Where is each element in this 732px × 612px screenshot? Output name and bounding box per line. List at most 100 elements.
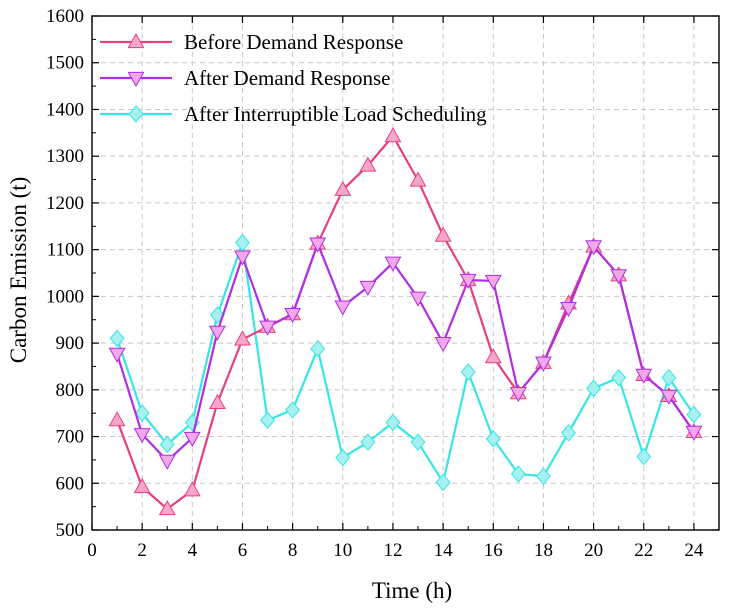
data-point [134,404,150,422]
y-tick-label: 1200 [46,193,84,214]
data-point [108,411,126,427]
data-point [359,280,377,297]
data-point [234,250,251,266]
y-tick-label: 1000 [46,286,84,307]
x-tick-label: 12 [383,540,402,561]
y-tick-label: 900 [56,333,85,354]
data-point [234,330,251,346]
data-point [108,347,126,363]
grid-layer [92,16,719,530]
data-point [334,180,352,196]
data-point [586,379,602,398]
x-tick-label: 20 [584,540,603,561]
data-point [208,325,226,341]
x-tick-label: 16 [484,540,503,561]
data-point [635,368,653,384]
x-tick-label: 2 [137,540,147,561]
data-point [285,401,301,419]
data-point [435,473,451,492]
data-point [561,424,576,442]
data-point [335,448,351,467]
data-point [385,413,401,432]
data-point [409,171,427,187]
data-point [535,467,551,486]
data-point [208,393,226,410]
x-tick-label: 0 [87,540,97,561]
x-tick-label: 4 [188,540,198,561]
x-tick-label: 8 [288,540,298,561]
data-point [384,256,402,272]
data-point [484,274,502,290]
y-tick-label: 1300 [46,146,84,167]
data-point [460,363,476,381]
data-point [459,273,477,290]
data-point [434,336,452,353]
data-point [660,389,678,405]
data-point [661,368,677,387]
data-point [585,240,603,256]
data-point [434,226,452,242]
legend-marker [128,105,144,123]
data-point [133,477,151,494]
y-tick-label: 800 [56,380,85,401]
data-point [484,348,502,364]
data-point [636,447,652,466]
legend-label: Before Demand Response [184,30,403,54]
data-point [611,368,627,387]
series-2 [109,233,702,492]
data-point [159,435,175,454]
data-point [183,431,201,447]
legend-label: After Demand Response [184,66,390,90]
series-1 [108,237,703,470]
data-point [235,233,250,252]
legend-entry: After Demand Response [100,66,390,90]
y-tick-label: 1500 [46,53,84,74]
data-point [360,433,376,451]
data-point [410,433,426,451]
data-point [610,269,628,285]
y-tick-label: 500 [56,520,85,541]
data-point [686,405,702,424]
data-point [509,386,527,403]
x-tick-label: 22 [634,540,653,561]
x-tick-label: 6 [238,540,248,561]
data-point [485,430,501,448]
data-point [158,454,176,470]
data-point [109,329,125,348]
series-line [116,134,695,511]
legend-entry: After Interruptible Load Scheduling [100,102,487,126]
data-point [359,156,377,172]
legend-entry: Before Demand Response [100,30,403,54]
data-point [384,127,402,143]
axes-layer: 0 2 4 6 8 10 12 14 16 18 20 22 245006007008009001000… [46,6,720,561]
data-point [260,411,276,429]
data-point [310,339,326,358]
x-tick-label: 10 [333,540,352,561]
data-point [284,308,302,324]
series-layer [108,127,703,516]
y-tick-label: 1100 [47,240,84,261]
data-point [259,320,277,336]
x-tick-label: 18 [534,540,553,561]
data-point [409,291,427,307]
data-point [685,425,703,441]
legend: Before Demand Response After Demand Respo… [100,30,487,126]
legend-label: After Interruptible Load Scheduling [184,102,487,126]
y-tick-label: 1600 [46,6,84,27]
data-point [534,356,552,372]
data-point [510,465,526,483]
data-point [133,428,151,444]
series-line [116,242,695,462]
data-point [158,499,176,516]
data-point [334,300,352,316]
x-tick-label: 14 [434,540,454,561]
legend-marker [127,71,145,88]
y-tick-label: 1400 [46,99,84,120]
data-point [309,237,327,253]
data-point [209,306,225,324]
data-point [183,481,201,497]
data-point [560,301,577,318]
y-tick-label: 600 [56,473,85,494]
